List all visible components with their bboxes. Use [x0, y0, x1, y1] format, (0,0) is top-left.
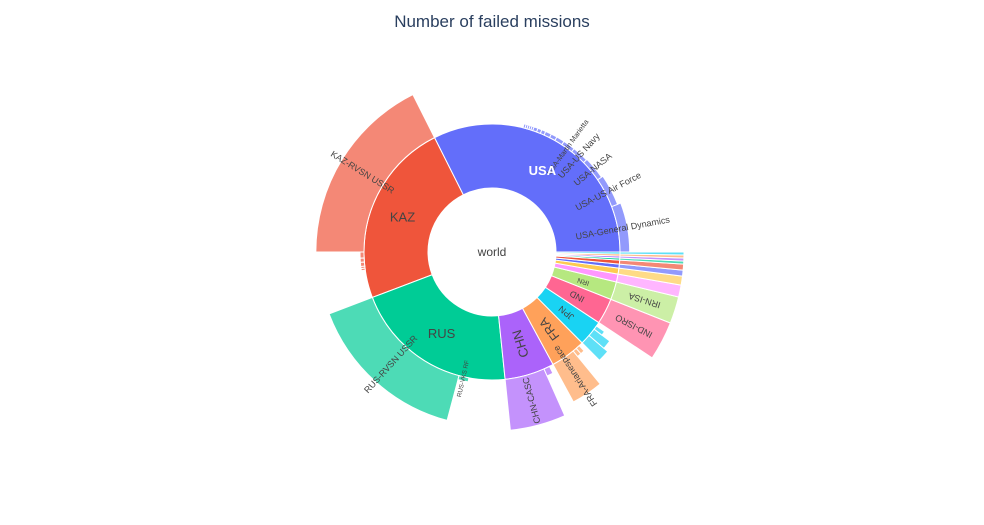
- subsector-other-0[interactable]: [619, 251, 685, 256]
- subsector-usa-us-air-force[interactable]: [596, 175, 619, 208]
- subsector-fra-arianespace[interactable]: [552, 350, 601, 403]
- subsector-chn-casc[interactable]: [504, 368, 566, 431]
- subsector-kaz-1[interactable]: [359, 251, 365, 259]
- subsector-chn-1[interactable]: [543, 365, 554, 377]
- subsector-other-0[interactable]: [615, 273, 682, 298]
- sector-label: RUS: [428, 326, 456, 341]
- subsector-kaz-5[interactable]: [360, 267, 366, 272]
- subsector-fra-2[interactable]: [575, 344, 585, 355]
- subsector-kaz-rvsn-ussr[interactable]: [315, 93, 436, 253]
- subsector-usa-martin-marietta[interactable]: [561, 140, 575, 153]
- subsector-jpn-1[interactable]: [588, 328, 611, 350]
- chart-title: Number of failed missions: [394, 12, 590, 31]
- sector-label: KAZ: [390, 210, 415, 225]
- subsector-rus-rvsn-ussr[interactable]: [328, 296, 460, 422]
- subsector-usa-nasa[interactable]: [582, 158, 603, 181]
- subsector-usa-15[interactable]: [522, 123, 527, 129]
- subsector-usa-us-navy[interactable]: [570, 147, 588, 164]
- subsector-usa-6[interactable]: [548, 133, 558, 142]
- subsector-irn-isa[interactable]: [610, 281, 680, 324]
- subsector-other-0[interactable]: [617, 267, 684, 286]
- subsector-usa-7[interactable]: [543, 130, 552, 139]
- sector-label: USA: [529, 163, 557, 178]
- subsector-ind-isro[interactable]: [598, 298, 672, 359]
- subsector-jpn-2[interactable]: [593, 325, 606, 336]
- subsector-usa-5[interactable]: [554, 136, 565, 146]
- subsector-rus-vks-rf[interactable]: [457, 375, 470, 383]
- subsector-jpn-0[interactable]: [581, 334, 609, 362]
- root-label: world: [477, 245, 507, 259]
- sector-label: IRN: [577, 276, 591, 286]
